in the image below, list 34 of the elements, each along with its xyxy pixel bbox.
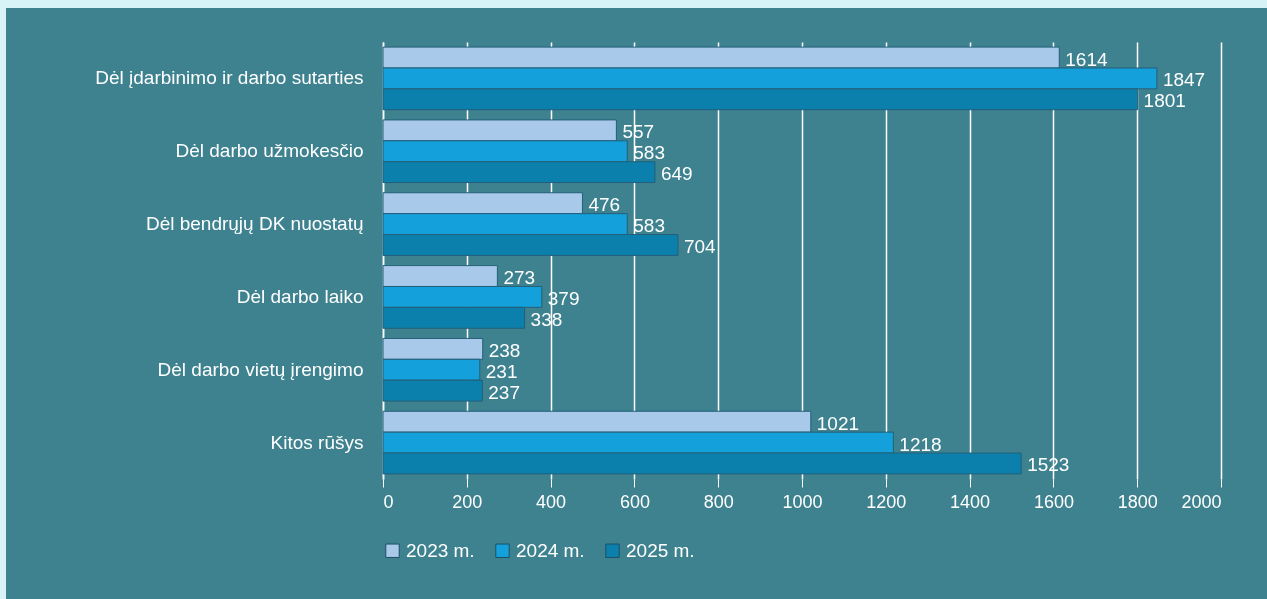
data-label: 583 <box>633 215 665 237</box>
data-label: 1614 <box>1065 48 1108 70</box>
y-tick-label: Dėl darbo laiko <box>236 285 364 307</box>
data-label: 1847 <box>1162 69 1206 91</box>
x-tick-label: 1400 <box>950 491 991 512</box>
y-tick-label: Dėl įdarbinimo ir darbo sutarties <box>95 67 364 89</box>
x-tick-label: 200 <box>452 491 483 512</box>
data-label: 1218 <box>899 433 942 455</box>
x-tick-label: 2000 <box>1181 491 1222 512</box>
data-label: 231 <box>485 360 518 382</box>
y-tick-label: Kitos rūšys <box>270 431 364 453</box>
x-tick-label: 600 <box>619 491 650 512</box>
legend-label: 2024 m. <box>516 539 585 561</box>
x-tick-label: 400 <box>536 491 567 512</box>
y-tick-label: Dėl darbo užmokesčio <box>175 140 364 162</box>
legend-label: 2025 m. <box>626 539 695 561</box>
x-tick-label: 1800 <box>1117 491 1158 512</box>
data-label: 273 <box>503 267 536 289</box>
data-label: 476 <box>588 194 621 216</box>
y-tick-label: Dėl darbo vietų įrengimo <box>157 358 364 380</box>
data-label: 1801 <box>1143 90 1186 112</box>
x-tick-label: 1200 <box>866 491 907 512</box>
legend-label: 2023 m. <box>406 539 475 561</box>
data-label: 1021 <box>816 412 860 434</box>
y-tick-label: Dėl bendrųjų DK nuostatų <box>145 213 364 235</box>
data-label: 583 <box>633 142 665 164</box>
data-label: 238 <box>488 339 521 361</box>
x-tick-label: 0 <box>383 491 394 512</box>
data-label: 237 <box>488 381 521 403</box>
data-label: 704 <box>683 235 717 257</box>
x-tick-label: 800 <box>703 491 734 512</box>
x-tick-label: 1000 <box>782 491 823 512</box>
x-tick-label: 1600 <box>1033 491 1074 512</box>
data-label: 649 <box>660 163 693 185</box>
